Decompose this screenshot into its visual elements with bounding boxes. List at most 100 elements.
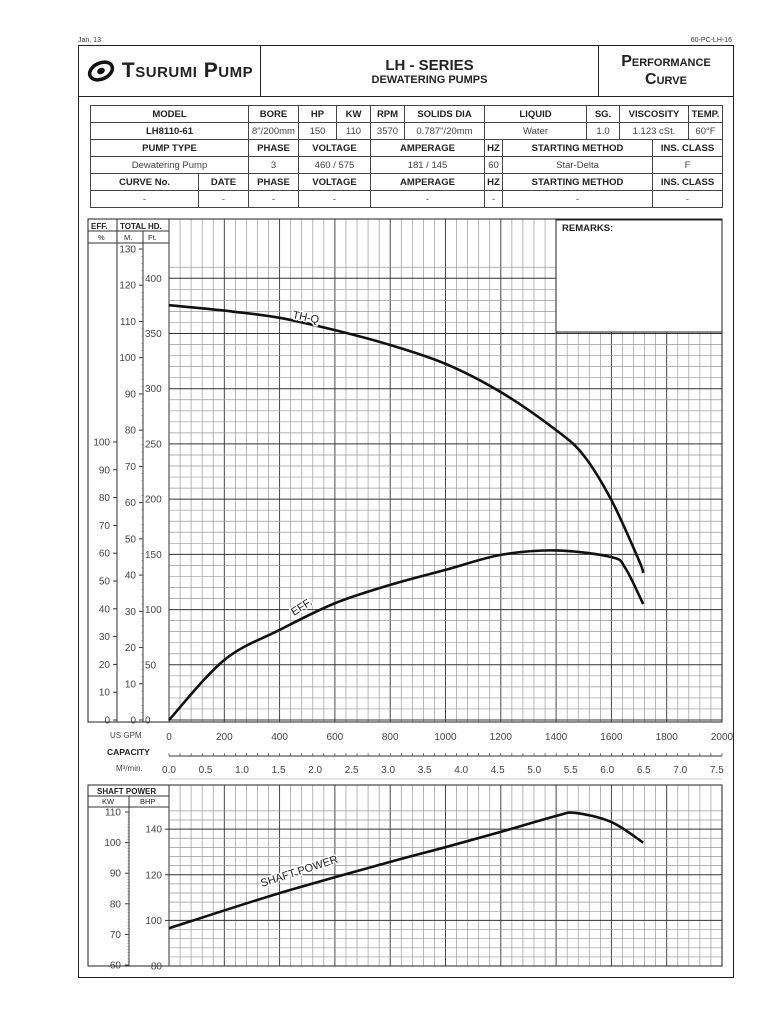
svg-text:20: 20 (99, 660, 111, 671)
svg-text:60: 60 (110, 961, 122, 972)
svg-text:0.5: 0.5 (199, 765, 213, 776)
svg-text:400: 400 (271, 732, 288, 743)
head-m-unit: M. (124, 233, 133, 242)
svg-text:0: 0 (145, 716, 151, 727)
head-ft-unit: Ft. (148, 233, 157, 242)
svg-text:1000: 1000 (434, 732, 457, 743)
us-gpm-label: US GPM (110, 731, 142, 740)
svg-text:0: 0 (104, 716, 110, 727)
shaft-power-header: SHAFT POWER (97, 787, 157, 796)
svg-text:100: 100 (145, 916, 162, 927)
svg-text:70: 70 (125, 462, 137, 473)
val-curve-no: - (90, 190, 199, 208)
svg-text:80: 80 (99, 493, 111, 504)
svg-text:100: 100 (104, 838, 121, 849)
svg-text:60: 60 (99, 549, 111, 560)
val-ins-class-2: - (652, 190, 724, 208)
svg-text:1800: 1800 (656, 732, 679, 743)
title-block: Tsurumi Pump LH - SERIES DEWATERING PUMP… (78, 45, 734, 97)
doc-type-line2: Curve (645, 71, 687, 88)
svg-text:3.5: 3.5 (418, 765, 432, 776)
svg-text:1600: 1600 (600, 732, 623, 743)
svg-text:20: 20 (125, 643, 137, 654)
svg-text:100: 100 (145, 605, 162, 616)
svg-text:50: 50 (145, 660, 157, 671)
svg-text:6.5: 6.5 (637, 765, 651, 776)
spec-row-1-headers: MODEL BORE HP KW RPM SOLIDS DIA LIQUID S… (90, 105, 724, 123)
eff-header: EFF. (91, 222, 108, 231)
svg-text:1200: 1200 (490, 732, 513, 743)
doc-type-line1: Performance (621, 53, 711, 70)
svg-text:40: 40 (99, 604, 111, 615)
svg-text:4.5: 4.5 (491, 765, 505, 776)
svg-text:0: 0 (130, 716, 136, 727)
svg-text:6.0: 6.0 (600, 765, 614, 776)
svg-text:80: 80 (151, 962, 163, 973)
svg-text:TH-Q: TH-Q (291, 309, 320, 326)
m3min-label: M³/min. (116, 764, 143, 773)
svg-text:120: 120 (145, 870, 162, 881)
svg-text:80: 80 (110, 899, 122, 910)
svg-text:1400: 1400 (545, 732, 568, 743)
svg-text:90: 90 (110, 869, 122, 880)
spec-table: MODEL BORE HP KW RPM SOLIDS DIA LIQUID S… (90, 105, 724, 208)
svg-text:10: 10 (99, 688, 111, 699)
spec-row-3-values: - - - - - - - - (90, 190, 724, 208)
val-starting-method-2: - (501, 190, 654, 208)
svg-text:100: 100 (119, 353, 136, 364)
main-chart-grid (168, 219, 723, 722)
svg-text:150: 150 (145, 550, 162, 561)
svg-text:70: 70 (110, 930, 122, 941)
svg-text:4.0: 4.0 (454, 765, 468, 776)
svg-text:0: 0 (166, 732, 172, 743)
svg-text:80: 80 (125, 426, 137, 437)
svg-text:90: 90 (125, 389, 137, 400)
svg-text:60: 60 (125, 498, 137, 509)
svg-text:5.0: 5.0 (527, 765, 541, 776)
svg-text:110: 110 (105, 808, 121, 819)
svg-text:90: 90 (99, 465, 111, 476)
series-title: LH - SERIES (385, 56, 474, 74)
svg-text:1.5: 1.5 (272, 765, 286, 776)
svg-text:350: 350 (145, 329, 162, 340)
svg-text:2000: 2000 (711, 732, 734, 743)
svg-text:110: 110 (120, 317, 136, 328)
bhp-unit: BHP (140, 797, 156, 806)
sheet-border (78, 97, 734, 978)
axes: 0102030405060708090100010203040506070809… (87, 218, 734, 973)
svg-text:300: 300 (145, 384, 162, 395)
svg-text:30: 30 (125, 607, 137, 618)
series-cell: LH - SERIES DEWATERING PUMPS (261, 46, 599, 96)
doc-type-cell: Performance Curve (599, 46, 733, 96)
svg-text:40: 40 (125, 571, 137, 582)
svg-text:200: 200 (216, 732, 233, 743)
spec-row-3-headers: CURVE No. DATE PHASE VOLTAGE AMPERAGE HZ… (90, 173, 724, 191)
svg-text:2.0: 2.0 (308, 765, 322, 776)
svg-text:400: 400 (145, 274, 162, 285)
shaft-power-grid (168, 785, 723, 967)
doc-code: 60-PC-LH-16 (690, 37, 732, 44)
svg-text:2.5: 2.5 (345, 765, 359, 776)
svg-text:50: 50 (125, 534, 137, 545)
svg-text:800: 800 (382, 732, 399, 743)
svg-text:30: 30 (99, 632, 111, 643)
svg-text:10: 10 (125, 679, 137, 690)
svg-text:0.0: 0.0 (162, 765, 176, 776)
svg-text:5.5: 5.5 (564, 765, 578, 776)
brand-name: Tsurumi Pump (121, 59, 254, 82)
spec-row-1-values: LH8110-61 8"/200mm 150 110 3570 0.787"/2… (90, 122, 724, 140)
svg-text:SHAFT POWER: SHAFT POWER (259, 854, 339, 890)
total-head-header: TOTAL HD. (120, 222, 162, 231)
svg-text:7.5: 7.5 (710, 765, 724, 776)
svg-text:140: 140 (145, 825, 162, 836)
val-date: - (198, 190, 249, 208)
spec-row-2-headers: PUMP TYPE PHASE VOLTAGE AMPERAGE HZ STAR… (90, 139, 724, 157)
remarks-label: REMARKS: (562, 223, 614, 234)
svg-text:1.0: 1.0 (235, 765, 249, 776)
svg-text:50: 50 (99, 577, 111, 588)
svg-text:600: 600 (327, 732, 344, 743)
date-code: Jan. 13 (78, 37, 101, 44)
